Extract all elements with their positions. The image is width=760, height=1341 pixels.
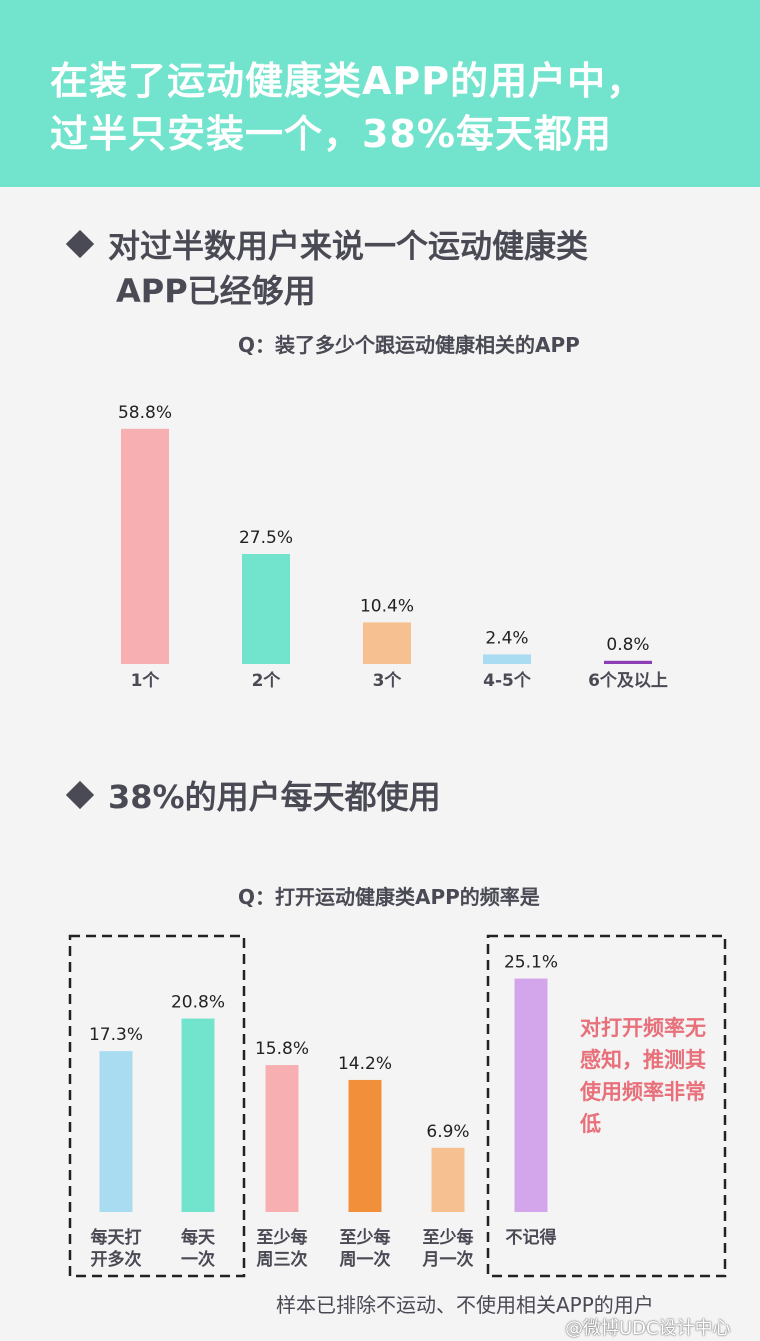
bar (265, 1065, 299, 1212)
data-label: 17.3% (89, 1025, 143, 1045)
header-title-line1: 在装了运动健康类APP的用户中， (50, 59, 646, 103)
data-label: 6.9% (426, 1122, 469, 1142)
bar (121, 428, 169, 664)
daily-users-highlight-box (68, 934, 246, 1278)
data-label: 27.5% (239, 528, 293, 548)
tick-label: 6个及以上 (588, 670, 668, 691)
tick-label: 至少每 (340, 1227, 391, 1248)
section2-title-text: 38%的用户每天都使用 (108, 778, 441, 816)
bar (431, 1147, 465, 1212)
data-label: 0.8% (606, 635, 649, 655)
chart2-question: Q：打开运动健康类APP的频率是 (238, 885, 540, 909)
data-label: 10.4% (360, 596, 414, 616)
bar (348, 1079, 382, 1212)
tick-label: 2个 (252, 670, 282, 691)
bar (604, 660, 652, 664)
tick-label: 4-5个 (483, 670, 532, 691)
tick-label: 月一次 (422, 1249, 474, 1270)
tick-label: 周三次 (257, 1249, 308, 1270)
tick-label: 每天 (181, 1227, 216, 1248)
tick-label: 开多次 (91, 1249, 142, 1270)
tick-label: 每天打 (91, 1227, 142, 1248)
section2-title: 38%的用户每天都使用 (65, 774, 441, 820)
section1-title-line2: APP已经够用 (116, 272, 316, 310)
app-count-chart: 58.8% 1个 27.5% 2个 10.4% 3个 2.4% 4-5个 0.8% 6个及以上 (118, 403, 668, 691)
section1-title: 对过半数用户来说一个运动健康类 (65, 223, 589, 269)
tick-label: 一次 (181, 1249, 215, 1270)
data-label: 15.8% (255, 1039, 309, 1059)
data-label: 20.8% (171, 993, 225, 1013)
bar (514, 978, 548, 1212)
chart1-question: Q：装了多少个跟运动健康相关的APP (238, 333, 580, 357)
data-label: 25.1% (504, 953, 558, 973)
watermark: @微博UDC设计中心 (565, 1318, 731, 1339)
bar (483, 654, 531, 664)
tick-label: 至少每 (257, 1227, 308, 1248)
bar (99, 1051, 133, 1212)
tick-label: 不记得 (506, 1227, 557, 1248)
data-label: 2.4% (485, 628, 528, 648)
header-title-line2: 过半只安装一个，38%每天都用 (50, 112, 612, 156)
bar (242, 554, 290, 664)
data-label: 14.2% (338, 1054, 392, 1074)
unaware-users-highlight-box (486, 934, 727, 1278)
bar (181, 1018, 215, 1212)
tick-label: 3个 (373, 670, 403, 691)
tick-label: 1个 (131, 670, 161, 691)
section1-title-line1: 对过半数用户来说一个运动健康类 (108, 227, 589, 265)
sample-footnote: 样本已排除不运动、不使用相关APP的用户 (276, 1293, 654, 1317)
header-banner: 在装了运动健康类APP的用户中， 过半只安装一个，38%每天都用 (0, 0, 760, 187)
tick-label: 至少每 (423, 1227, 474, 1248)
data-label: 58.8% (118, 403, 172, 423)
unaware-note: 对打开频率无感知，推测其使用频率非常低 (580, 1016, 706, 1136)
tick-label: 周一次 (340, 1249, 391, 1270)
bar (363, 622, 411, 664)
